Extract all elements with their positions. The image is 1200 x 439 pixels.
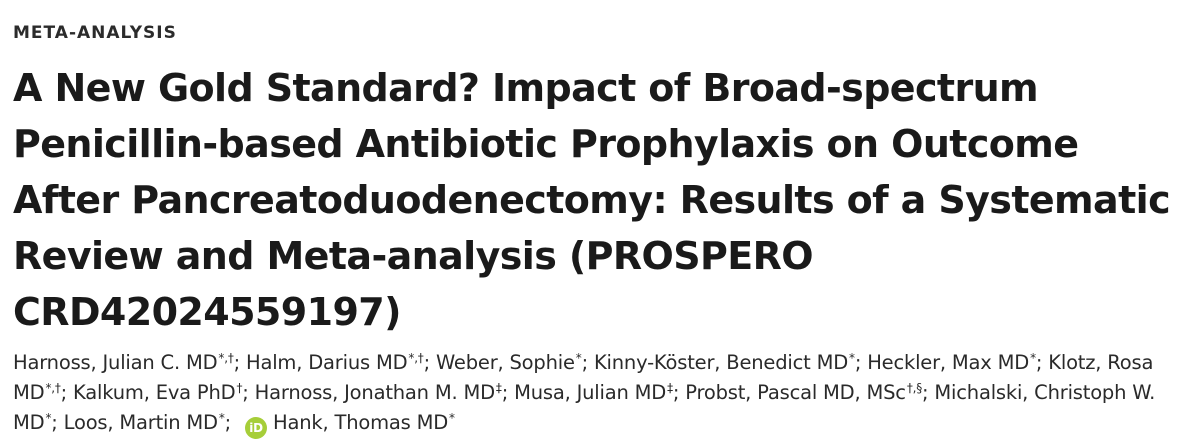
author-link[interactable]: Musa, Julian MD‡	[514, 381, 673, 404]
article-header: META-ANALYSIS A New Gold Standard? Impac…	[13, 22, 1193, 439]
author-separator: ;	[1035, 351, 1049, 374]
author-affiliation: †,§	[906, 381, 923, 395]
author-separator: ;	[242, 381, 255, 404]
author-affiliation: *,†	[45, 381, 61, 395]
section-label: META-ANALYSIS	[13, 23, 177, 43]
author-affiliation: ‡	[667, 381, 673, 395]
author-link[interactable]: Hank, Thomas MD*	[273, 411, 455, 434]
author-affiliation: ‡	[495, 381, 502, 395]
orcid-icon[interactable]: iD	[245, 417, 268, 439]
title-line: Penicillin-based Antibiotic Prophylaxis …	[13, 122, 1079, 166]
author-link[interactable]: Halm, Darius MD*,†	[246, 351, 424, 374]
author-separator: ;	[581, 351, 594, 374]
author-separator: ;	[501, 381, 515, 404]
author-link[interactable]: Probst, Pascal MD, MSc†,§	[685, 381, 923, 404]
author-separator: ;	[672, 381, 686, 404]
author-link[interactable]: Kalkum, Eva PhD†	[73, 381, 243, 404]
author-separator: ;	[854, 351, 868, 374]
title-line: Review and Meta-analysis (PROSPERO CRD42…	[13, 234, 814, 334]
author-link[interactable]: Klotz, Rosa MD*,†	[13, 351, 1154, 404]
author-affiliation: *	[449, 411, 455, 425]
author-link[interactable]: Weber, Sophie*	[435, 351, 582, 374]
author-affiliation: *	[575, 351, 582, 365]
title-line: A New Gold Standard? Impact of Broad-spe…	[13, 66, 1039, 110]
author-link[interactable]: Loos, Martin MD*	[63, 411, 225, 434]
author-list: Harnoss, Julian C. MD*,†; Halm, Darius M…	[13, 348, 1193, 439]
author-separator: ;	[423, 351, 436, 374]
author-separator: ;	[51, 411, 64, 434]
title-line: After Pancreatoduodenectomy: Results of …	[13, 178, 1171, 222]
author-separator: ;	[224, 411, 238, 434]
author-separator: ;	[60, 381, 74, 404]
author-affiliation: †	[236, 381, 243, 395]
author-affiliation: *,†	[408, 351, 424, 365]
article-title: A New Gold Standard? Impact of Broad-spe…	[13, 60, 1193, 340]
author-separator: ;	[233, 351, 246, 374]
author-separator: ;	[922, 381, 935, 404]
author-affiliation: *,†	[218, 351, 234, 365]
author-link[interactable]: Heckler, Max MD*	[867, 351, 1036, 374]
author-link[interactable]: Harnoss, Jonathan M. MD‡	[254, 381, 502, 404]
author-affiliation: *	[849, 351, 855, 365]
author-affiliation: *	[218, 411, 225, 425]
author-affiliation: *	[1030, 351, 1036, 365]
author-link[interactable]: Harnoss, Julian C. MD*,†	[13, 351, 234, 374]
author-link[interactable]: Michalski, Christoph W. MD*	[13, 381, 1156, 434]
author-link[interactable]: Kinny-Köster, Benedict MD*	[593, 351, 855, 374]
author-affiliation: *	[45, 411, 52, 425]
